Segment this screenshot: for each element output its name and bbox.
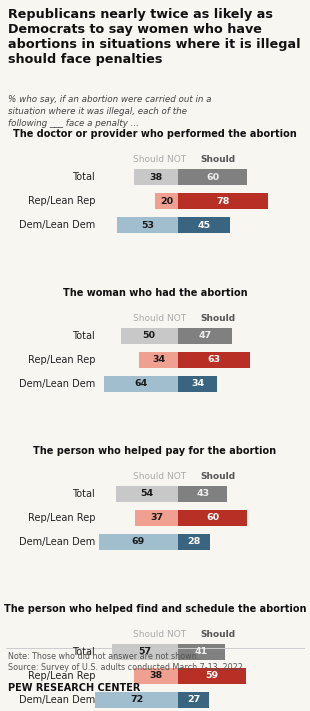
- Text: 59: 59: [205, 671, 219, 680]
- Bar: [155, 193, 178, 209]
- Text: Should: Should: [201, 314, 236, 323]
- Text: Should: Should: [201, 472, 236, 481]
- Text: 69: 69: [132, 538, 145, 547]
- Bar: [134, 169, 178, 185]
- Text: 38: 38: [149, 671, 163, 680]
- Text: Dem/Lean Dem: Dem/Lean Dem: [19, 695, 95, 705]
- Text: 64: 64: [135, 380, 148, 388]
- Text: Should NOT: Should NOT: [133, 155, 187, 164]
- Text: 57: 57: [139, 648, 152, 656]
- Text: Total: Total: [72, 647, 95, 657]
- Bar: [95, 692, 178, 708]
- Text: situation where it was illegal, each of the: situation where it was illegal, each of …: [8, 107, 187, 116]
- Bar: [113, 644, 178, 660]
- Text: PEW RESEARCH CENTER: PEW RESEARCH CENTER: [8, 683, 140, 693]
- Text: Dem/Lean Dem: Dem/Lean Dem: [19, 379, 95, 389]
- Text: 63: 63: [208, 356, 221, 365]
- Bar: [99, 534, 178, 550]
- Text: Republicans nearly twice as likely as
Democrats to say women who have
abortions : Republicans nearly twice as likely as De…: [8, 8, 301, 66]
- Bar: [121, 328, 178, 344]
- Text: 34: 34: [191, 380, 204, 388]
- Text: Total: Total: [72, 172, 95, 182]
- Text: 60: 60: [206, 173, 219, 181]
- Text: The person who helped find and schedule the abortion: The person who helped find and schedule …: [4, 604, 306, 614]
- Text: 60: 60: [206, 513, 219, 523]
- Text: % who say, if an abortion were carried out in a: % who say, if an abortion were carried o…: [8, 95, 211, 104]
- Bar: [178, 217, 230, 233]
- Text: The person who helped pay for the abortion: The person who helped pay for the aborti…: [33, 446, 277, 456]
- Bar: [178, 510, 247, 526]
- Bar: [178, 668, 246, 684]
- Text: The woman who had the abortion: The woman who had the abortion: [63, 288, 247, 298]
- Text: Should: Should: [201, 155, 236, 164]
- Text: 45: 45: [197, 220, 210, 230]
- Text: Dem/Lean Dem: Dem/Lean Dem: [19, 220, 95, 230]
- Text: 54: 54: [140, 489, 153, 498]
- Bar: [117, 217, 178, 233]
- Text: 50: 50: [143, 331, 156, 341]
- Text: 38: 38: [149, 173, 163, 181]
- Bar: [178, 169, 247, 185]
- Bar: [178, 486, 228, 502]
- Text: Should NOT: Should NOT: [133, 472, 187, 481]
- Text: Total: Total: [72, 489, 95, 499]
- Text: Should NOT: Should NOT: [133, 314, 187, 323]
- Text: Source: Survey of U.S. adults conducted March 7-13, 2022.: Source: Survey of U.S. adults conducted …: [8, 663, 246, 672]
- Text: 72: 72: [130, 695, 143, 705]
- Bar: [178, 352, 250, 368]
- Bar: [178, 534, 210, 550]
- Text: Should NOT: Should NOT: [133, 630, 187, 639]
- Bar: [178, 692, 209, 708]
- Text: The doctor or provider who performed the abortion: The doctor or provider who performed the…: [13, 129, 297, 139]
- Text: Note: Those who did not answer are not shown.: Note: Those who did not answer are not s…: [8, 652, 199, 661]
- Text: 53: 53: [141, 220, 154, 230]
- Text: 37: 37: [150, 513, 163, 523]
- Bar: [104, 376, 178, 392]
- Bar: [178, 193, 268, 209]
- Text: Rep/Lean Rep: Rep/Lean Rep: [28, 513, 95, 523]
- Text: 34: 34: [152, 356, 165, 365]
- Bar: [178, 328, 232, 344]
- Text: following ___ face a penalty ...: following ___ face a penalty ...: [8, 119, 139, 128]
- Text: 28: 28: [188, 538, 201, 547]
- Bar: [134, 668, 178, 684]
- Bar: [178, 376, 217, 392]
- Bar: [178, 644, 225, 660]
- Text: 27: 27: [187, 695, 200, 705]
- Text: 47: 47: [198, 331, 212, 341]
- Text: Total: Total: [72, 331, 95, 341]
- Bar: [139, 352, 178, 368]
- Text: Should: Should: [201, 630, 236, 639]
- Bar: [116, 486, 178, 502]
- Text: 41: 41: [195, 648, 208, 656]
- Text: 78: 78: [216, 196, 229, 205]
- Text: 20: 20: [160, 196, 173, 205]
- Text: Rep/Lean Rep: Rep/Lean Rep: [28, 196, 95, 206]
- Text: Rep/Lean Rep: Rep/Lean Rep: [28, 671, 95, 681]
- Text: 43: 43: [196, 489, 209, 498]
- Bar: [135, 510, 178, 526]
- Text: Dem/Lean Dem: Dem/Lean Dem: [19, 537, 95, 547]
- Text: Rep/Lean Rep: Rep/Lean Rep: [28, 355, 95, 365]
